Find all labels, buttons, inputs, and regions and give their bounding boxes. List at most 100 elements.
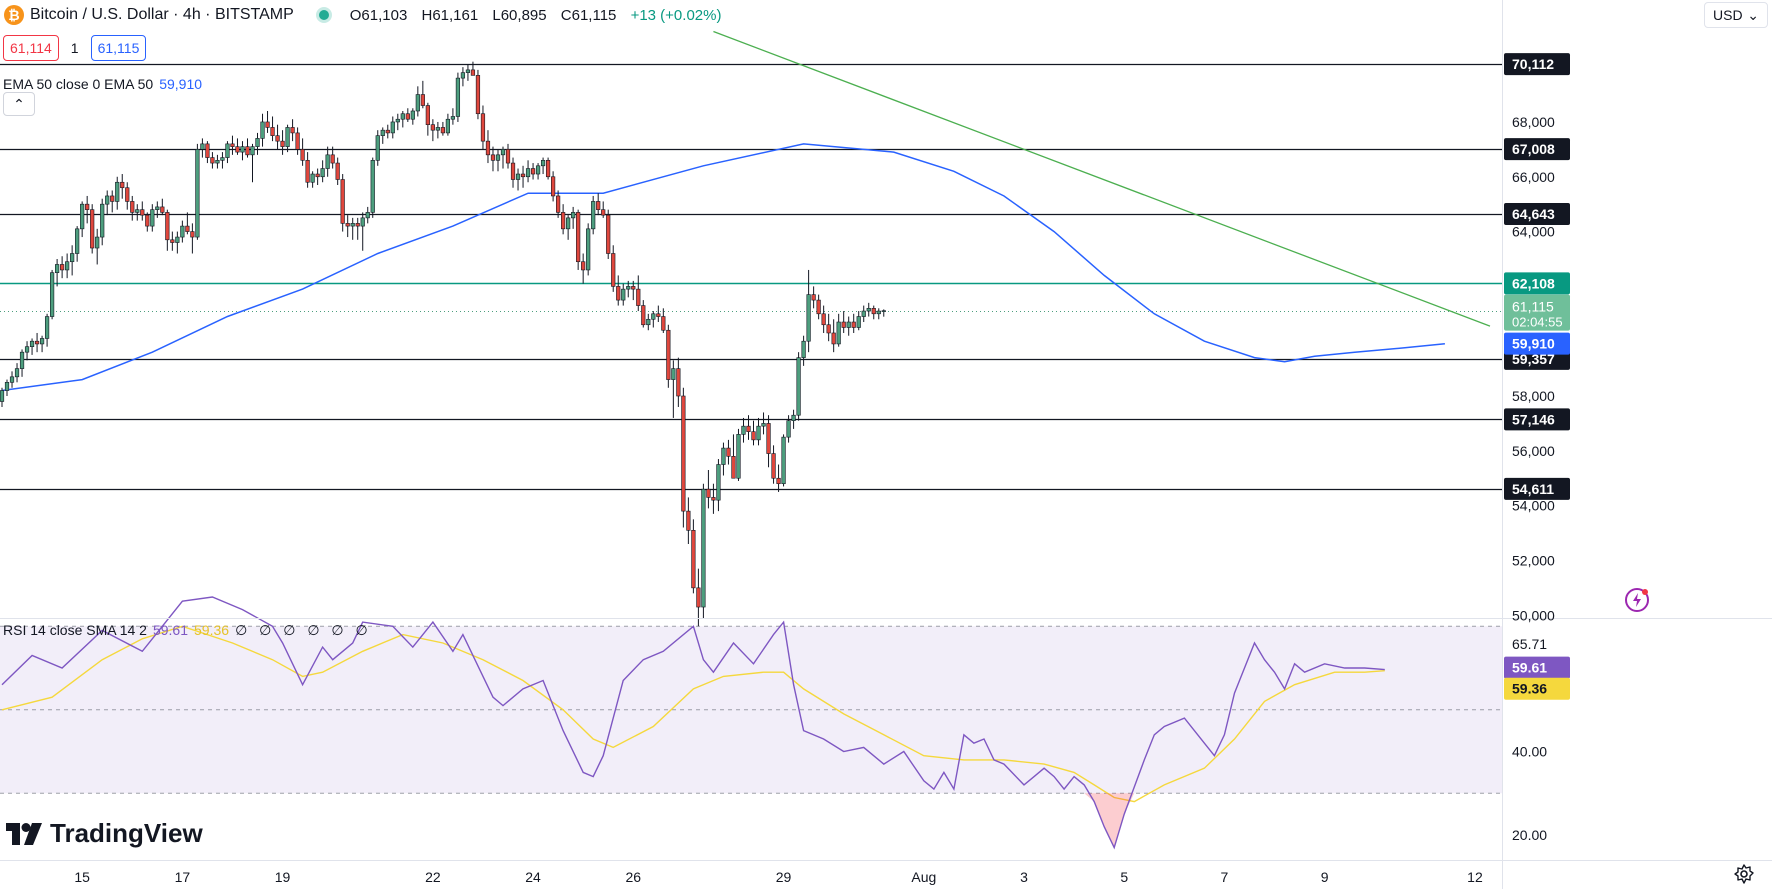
- candle: [540, 157, 546, 175]
- rsi-legend[interactable]: RSI 14 close SMA 14 2 59.61 59.36 ∅ ∅ ∅ ∅ ∅…: [3, 622, 372, 639]
- candle: [75, 226, 80, 262]
- symbol-title[interactable]: Bitcoin / U.S. Dollar · 4h · BITSTAMP: [30, 6, 294, 23]
- sell-button[interactable]: 61,114: [3, 35, 59, 61]
- candle-body: [395, 118, 400, 123]
- level-price-label: 57,146: [1504, 408, 1570, 431]
- candle-body: [245, 146, 250, 156]
- currency-select[interactable]: USD ⌄: [1704, 2, 1768, 28]
- candle-body: [881, 310, 886, 312]
- candle-body: [200, 143, 205, 150]
- candle: [696, 568, 701, 627]
- settings-gear-icon[interactable]: [1734, 864, 1754, 884]
- time-tick-label: 9: [1321, 869, 1329, 885]
- candle-body: [661, 316, 666, 331]
- tradingview-logo[interactable]: TradingView: [6, 818, 203, 849]
- candle: [490, 146, 496, 172]
- candle-body: [355, 223, 360, 227]
- candle: [190, 223, 195, 254]
- candle-body: [80, 203, 85, 230]
- high-value: H61,161: [421, 6, 479, 24]
- candle-body: [180, 225, 185, 238]
- candle: [826, 313, 831, 342]
- candle-body: [95, 236, 100, 249]
- candle-body: [701, 488, 706, 608]
- low-value: L60,895: [492, 6, 547, 24]
- candle: [495, 149, 501, 172]
- candle-body: [876, 310, 881, 315]
- level-price-label: 67,008: [1504, 138, 1570, 161]
- level-price-label-bg: [1504, 53, 1570, 76]
- candle: [300, 138, 305, 166]
- countdown-value: 02:04:55: [1512, 315, 1563, 330]
- candle: [240, 141, 245, 161]
- candle-body: [545, 160, 551, 178]
- rsi-tick-label: 65.71: [1512, 636, 1547, 652]
- rsi-line: [1, 596, 1385, 850]
- candle-body: [851, 321, 856, 328]
- candle: [691, 519, 696, 594]
- change-value: +13 (+0.02%): [630, 6, 722, 24]
- candle-body: [776, 477, 781, 485]
- candle-body: [706, 488, 711, 498]
- rsi-sma-value-label-text: 59.36: [1512, 681, 1547, 697]
- candle: [215, 154, 220, 169]
- candle: [661, 308, 666, 333]
- level-price-label-bg: [1504, 477, 1570, 500]
- candle: [746, 415, 751, 440]
- candle-body: [681, 395, 686, 512]
- candle-body: [290, 127, 295, 134]
- candle-body: [230, 143, 235, 147]
- candle: [19, 349, 25, 377]
- candle-body: [115, 181, 120, 202]
- candle-body: [651, 313, 656, 320]
- collapse-legend-button[interactable]: ⌃: [3, 92, 35, 116]
- time-tick-label: 5: [1120, 869, 1128, 885]
- candle-body: [711, 497, 716, 501]
- level-price-label-text: 59,357: [1512, 351, 1555, 367]
- candle-body: [155, 206, 160, 210]
- candle: [781, 434, 786, 487]
- time-tick-label: 17: [175, 869, 191, 885]
- candle-body: [380, 129, 385, 136]
- candle: [325, 146, 330, 177]
- ema-line-layer: [1, 143, 1445, 392]
- candle-body: [280, 140, 285, 147]
- candle-body: [495, 154, 501, 161]
- level-price-label: 64,643: [1504, 202, 1570, 225]
- candle: [651, 311, 656, 328]
- quantity[interactable]: 1: [70, 40, 79, 56]
- candle: [95, 228, 100, 265]
- candle-body: [846, 321, 851, 328]
- candle-body: [831, 332, 836, 345]
- candle: [165, 209, 170, 251]
- level-price-label-bg: [1504, 408, 1570, 431]
- candle: [250, 143, 255, 183]
- candle-body: [260, 121, 265, 139]
- candle: [465, 64, 471, 81]
- candle: [671, 360, 676, 418]
- price-tick-label: 64,000: [1512, 224, 1555, 240]
- price-labels-layer: 70,112 67,008 64,643 59,357 57,146 54,611 62,1…: [1504, 53, 1570, 700]
- market-status-icon[interactable]: [315, 7, 332, 23]
- candle-body: [500, 149, 506, 156]
- candle-body: [530, 168, 536, 175]
- price-tick-label: 52,000: [1512, 552, 1555, 568]
- time-tick-label: 12: [1467, 869, 1483, 885]
- ema-legend[interactable]: EMA 50 close 0 EMA 50 59,910: [3, 76, 202, 92]
- candle: [756, 417, 761, 446]
- candle: [360, 212, 365, 251]
- candle: [836, 313, 841, 347]
- buy-button[interactable]: 61,115: [90, 35, 147, 61]
- flash-icon[interactable]: [1624, 587, 1650, 613]
- candle-body: [275, 135, 280, 142]
- candle: [796, 352, 801, 421]
- ema-line: [1, 143, 1445, 392]
- candle: [140, 201, 145, 221]
- candle-body: [621, 288, 626, 301]
- candle-body: [85, 203, 90, 210]
- candle: [260, 113, 265, 147]
- candle: [856, 311, 861, 331]
- candle: [130, 195, 135, 221]
- candle: [445, 113, 450, 136]
